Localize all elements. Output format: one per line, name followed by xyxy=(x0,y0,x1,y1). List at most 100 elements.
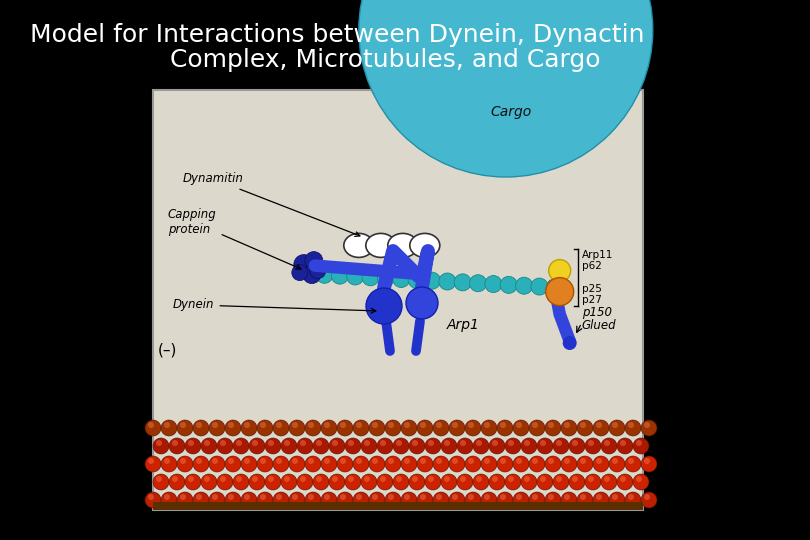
Circle shape xyxy=(417,456,433,472)
Circle shape xyxy=(265,438,281,454)
Circle shape xyxy=(636,476,642,482)
Circle shape xyxy=(497,420,513,436)
Circle shape xyxy=(292,265,308,281)
Circle shape xyxy=(609,456,625,472)
Circle shape xyxy=(244,494,250,500)
Circle shape xyxy=(548,494,554,500)
Circle shape xyxy=(252,476,258,482)
Circle shape xyxy=(620,476,626,482)
Circle shape xyxy=(244,458,250,464)
Circle shape xyxy=(433,492,449,508)
Circle shape xyxy=(409,438,425,454)
Bar xyxy=(153,90,643,510)
Circle shape xyxy=(353,492,369,508)
Circle shape xyxy=(532,422,538,428)
Bar xyxy=(153,502,643,510)
Circle shape xyxy=(353,456,369,472)
Text: Model for Interactions between Dynein, Dynactin: Model for Interactions between Dynein, D… xyxy=(30,23,645,47)
Circle shape xyxy=(308,422,314,428)
Circle shape xyxy=(644,458,650,464)
Circle shape xyxy=(257,420,273,436)
Circle shape xyxy=(577,492,593,508)
Circle shape xyxy=(228,458,234,464)
Circle shape xyxy=(596,458,602,464)
Circle shape xyxy=(257,492,273,508)
Circle shape xyxy=(308,494,314,500)
Circle shape xyxy=(228,422,234,428)
Circle shape xyxy=(521,438,537,454)
Circle shape xyxy=(348,440,354,446)
Circle shape xyxy=(457,438,473,454)
Circle shape xyxy=(561,456,577,472)
Circle shape xyxy=(308,458,314,464)
Circle shape xyxy=(476,476,482,482)
Circle shape xyxy=(497,456,513,472)
Circle shape xyxy=(353,420,369,436)
Circle shape xyxy=(452,422,458,428)
Circle shape xyxy=(484,422,490,428)
Circle shape xyxy=(313,438,329,454)
Circle shape xyxy=(388,494,394,500)
Circle shape xyxy=(628,494,634,500)
Circle shape xyxy=(228,494,234,500)
Circle shape xyxy=(356,494,362,500)
Circle shape xyxy=(572,440,578,446)
Circle shape xyxy=(396,476,402,482)
Circle shape xyxy=(273,420,289,436)
Ellipse shape xyxy=(366,233,396,258)
Circle shape xyxy=(641,456,657,472)
Circle shape xyxy=(501,276,518,293)
Circle shape xyxy=(470,275,487,292)
Ellipse shape xyxy=(410,233,440,258)
Circle shape xyxy=(548,260,571,281)
Circle shape xyxy=(564,422,570,428)
Circle shape xyxy=(625,420,641,436)
Circle shape xyxy=(396,440,402,446)
Circle shape xyxy=(292,458,298,464)
Circle shape xyxy=(417,492,433,508)
Circle shape xyxy=(276,422,282,428)
Text: Dynein: Dynein xyxy=(173,299,376,313)
Circle shape xyxy=(548,422,554,428)
Circle shape xyxy=(364,440,370,446)
Circle shape xyxy=(481,456,497,472)
Circle shape xyxy=(201,474,217,490)
Circle shape xyxy=(292,422,298,428)
Circle shape xyxy=(332,440,338,446)
Circle shape xyxy=(412,440,418,446)
Text: Arp11: Arp11 xyxy=(582,249,613,260)
Circle shape xyxy=(193,456,209,472)
Circle shape xyxy=(369,492,385,508)
Text: p25: p25 xyxy=(582,284,602,294)
Circle shape xyxy=(372,458,378,464)
Circle shape xyxy=(441,438,457,454)
Circle shape xyxy=(636,440,642,446)
Circle shape xyxy=(385,456,401,472)
Text: Glued: Glued xyxy=(582,319,616,332)
Circle shape xyxy=(177,456,193,472)
Circle shape xyxy=(377,269,394,287)
Text: p62: p62 xyxy=(582,261,602,271)
Circle shape xyxy=(601,438,617,454)
Circle shape xyxy=(305,252,323,269)
Circle shape xyxy=(425,438,441,454)
Circle shape xyxy=(401,456,417,472)
Circle shape xyxy=(244,422,250,428)
Circle shape xyxy=(593,420,609,436)
Circle shape xyxy=(609,420,625,436)
Circle shape xyxy=(425,474,441,490)
Circle shape xyxy=(257,456,273,472)
Text: Cargo: Cargo xyxy=(490,105,531,119)
Circle shape xyxy=(420,422,426,428)
Circle shape xyxy=(569,438,585,454)
Circle shape xyxy=(332,476,338,482)
Circle shape xyxy=(484,494,490,500)
Circle shape xyxy=(321,456,337,472)
Circle shape xyxy=(196,458,202,464)
Circle shape xyxy=(588,440,594,446)
Circle shape xyxy=(153,474,169,490)
Circle shape xyxy=(345,438,361,454)
Circle shape xyxy=(617,438,633,454)
Circle shape xyxy=(217,438,233,454)
Circle shape xyxy=(185,438,201,454)
